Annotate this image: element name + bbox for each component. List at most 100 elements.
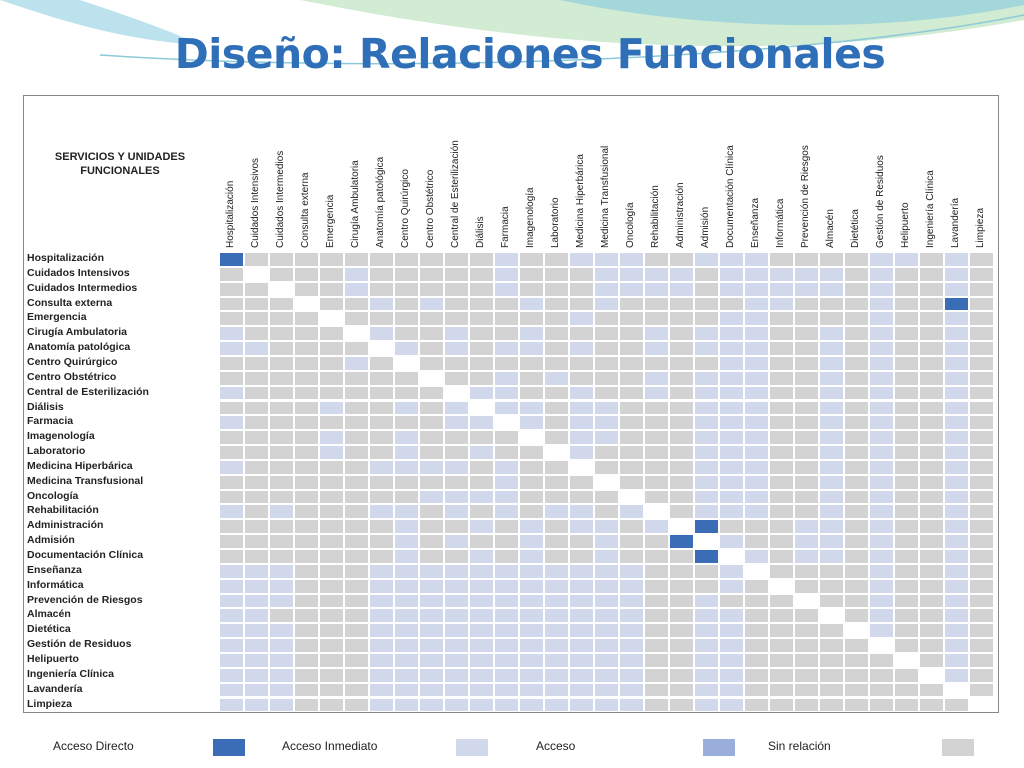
row-label: Dietética <box>27 623 71 636</box>
matrix-cell <box>869 370 894 386</box>
matrix-cell <box>819 266 844 282</box>
matrix-cell <box>844 549 869 564</box>
matrix-cell <box>394 652 419 668</box>
matrix-cell <box>494 266 519 282</box>
matrix-cell <box>569 445 594 460</box>
matrix-cell <box>669 549 694 564</box>
matrix-cell <box>619 667 644 683</box>
matrix-cell <box>344 311 369 327</box>
matrix-cell <box>594 608 619 624</box>
matrix-cell <box>469 355 494 371</box>
matrix-cell <box>519 326 544 342</box>
col-header: Helipuerto <box>900 202 911 248</box>
matrix-cell <box>619 638 644 653</box>
matrix-cell <box>469 697 494 713</box>
matrix-cell <box>819 281 844 297</box>
matrix-cell <box>719 326 744 342</box>
matrix-cell <box>694 370 719 386</box>
matrix-cell <box>944 400 969 416</box>
matrix-cell <box>444 682 469 698</box>
matrix-cell <box>369 385 394 401</box>
row-label: Central de Esterilización <box>27 385 149 398</box>
matrix-cell <box>444 534 469 549</box>
col-header: Oncología <box>625 202 636 248</box>
matrix-cell <box>894 534 919 549</box>
matrix-cell <box>669 266 694 282</box>
matrix-cell <box>919 341 944 356</box>
matrix-cell <box>369 667 394 683</box>
matrix-cell <box>419 281 444 297</box>
matrix-cell <box>969 341 994 356</box>
matrix-cell <box>844 281 869 297</box>
matrix-cell <box>894 519 919 535</box>
matrix-cell <box>619 474 644 490</box>
matrix-cell <box>469 459 494 475</box>
matrix-cell <box>819 370 844 386</box>
matrix-cell <box>269 252 294 267</box>
matrix-cell <box>244 549 269 564</box>
matrix-cell <box>969 355 994 371</box>
matrix-cell <box>969 459 994 475</box>
matrix-cell <box>819 593 844 609</box>
matrix-cell <box>394 281 419 297</box>
matrix-cell <box>444 638 469 653</box>
matrix-cell <box>869 504 894 520</box>
matrix-cell <box>919 638 944 653</box>
matrix-cell <box>469 266 494 282</box>
matrix-cell <box>844 623 869 639</box>
matrix-cell <box>594 370 619 386</box>
matrix-cell <box>919 534 944 549</box>
matrix-cell <box>469 281 494 297</box>
matrix-cell <box>469 385 494 401</box>
matrix-cell <box>694 578 719 594</box>
matrix-cell <box>444 489 469 505</box>
matrix-cell <box>269 549 294 564</box>
matrix-cell <box>969 593 994 609</box>
matrix-cell <box>394 504 419 520</box>
matrix-cell <box>944 534 969 549</box>
matrix-cell <box>769 341 794 356</box>
matrix-cell <box>219 311 244 327</box>
matrix-cell <box>244 608 269 624</box>
matrix-cell <box>894 400 919 416</box>
matrix-cell <box>719 296 744 312</box>
matrix-cell <box>619 504 644 520</box>
matrix-cell <box>369 578 394 594</box>
col-header: Cirugía Ambulatoria <box>350 160 361 248</box>
matrix-cell <box>794 252 819 267</box>
matrix-cell <box>569 459 594 475</box>
matrix-cell <box>569 266 594 282</box>
matrix-cell <box>769 534 794 549</box>
matrix-cell <box>919 682 944 698</box>
matrix-cell <box>719 355 744 371</box>
matrix-cell <box>269 534 294 549</box>
col-header: Prevención de Riesgos <box>800 145 811 248</box>
matrix-cell <box>369 281 394 297</box>
matrix-cell <box>744 697 769 713</box>
matrix-cell <box>769 445 794 460</box>
matrix-cell <box>294 697 319 713</box>
matrix-cell <box>519 652 544 668</box>
matrix-cell <box>444 370 469 386</box>
matrix-cell <box>469 311 494 327</box>
matrix-cell <box>319 326 344 342</box>
matrix-cell <box>694 415 719 431</box>
matrix-cell <box>969 385 994 401</box>
matrix-cell <box>469 623 494 639</box>
matrix-cell <box>669 400 694 416</box>
matrix-cell <box>944 697 969 713</box>
matrix-cell <box>419 311 444 327</box>
matrix-cell <box>419 638 444 653</box>
matrix-cell <box>569 608 594 624</box>
matrix-cell <box>269 593 294 609</box>
matrix-cell <box>969 430 994 446</box>
matrix-cell <box>444 311 469 327</box>
matrix-cell <box>844 519 869 535</box>
matrix-cell <box>844 445 869 460</box>
row-label: Laboratorio <box>27 445 86 458</box>
matrix-cell <box>769 266 794 282</box>
matrix-cell <box>719 400 744 416</box>
matrix-cell <box>244 638 269 653</box>
legend-label-sin: Sin relación <box>768 739 831 753</box>
matrix-cell <box>519 341 544 356</box>
